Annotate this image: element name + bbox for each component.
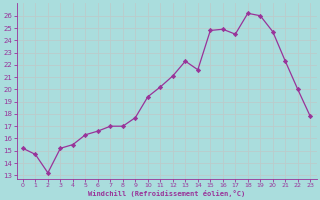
X-axis label: Windchill (Refroidissement éolien,°C): Windchill (Refroidissement éolien,°C) <box>88 190 245 197</box>
